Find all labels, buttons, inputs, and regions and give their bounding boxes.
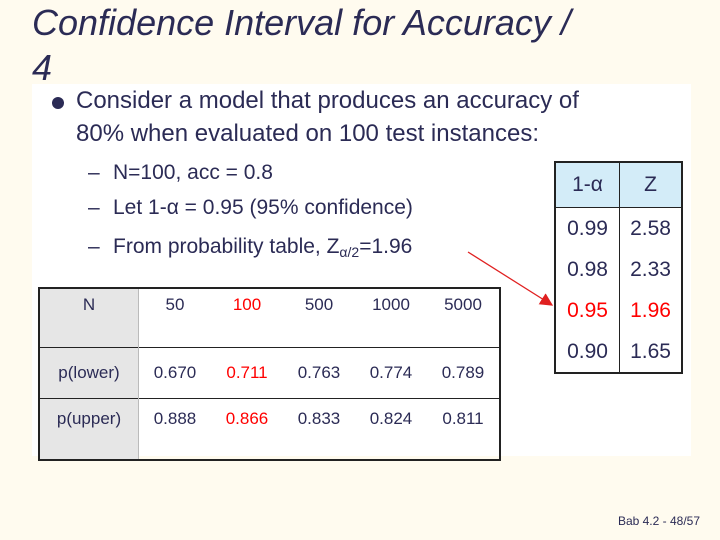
table-cell-highlight: 1.96 — [630, 298, 671, 322]
main-bullet-line-1: Consider a model that produces an accura… — [76, 87, 579, 114]
row-label-p-lower: p(lower) — [39, 347, 139, 399]
table-cell-highlight: 0.95 — [555, 290, 620, 331]
table-row: 0.95 1.96 — [555, 290, 682, 331]
table-cell-highlight: 100 — [232, 295, 262, 314]
dash-icon: – — [88, 235, 100, 258]
subpoint-1-text: N=100, acc = 0.8 — [113, 161, 273, 184]
table-cell-highlight: 0.711 — [211, 347, 283, 399]
table-cell: 0.99 — [555, 207, 620, 249]
table-cell: 1.65 — [630, 339, 671, 363]
slide-footer: Bab 4.2 - 48/57 — [617, 514, 700, 528]
main-bullet: Consider a model that produces an accura… — [76, 84, 686, 150]
bullet-dot-icon — [52, 97, 64, 109]
table-cell: 0.763 — [283, 347, 355, 399]
table-row: 0.98 2.33 — [555, 249, 682, 290]
table-cell: 0.888 — [138, 398, 211, 460]
dash-icon: – — [88, 161, 100, 184]
subpoint-3-subscript: α/2 — [339, 244, 360, 260]
table-cell: 5000 — [444, 295, 482, 314]
table-row: p(upper) 0.888 0.866 0.833 0.824 0.811 — [39, 398, 500, 460]
table-cell: 2.33 — [630, 257, 671, 281]
table-row: 0.90 1.65 — [555, 331, 682, 373]
row-label-n: N — [39, 288, 139, 348]
table-cell: 0.811 — [427, 398, 500, 460]
table-cell-highlight: 0.866 — [211, 398, 283, 460]
table-row: p(lower) 0.670 0.711 0.763 0.774 0.789 — [39, 347, 500, 399]
z-table: 1-α Z 0.99 2.58 0.98 2.33 0.95 1.96 0.90… — [554, 161, 683, 374]
subpoint-3: – From probability table, Zα/2=1.96 — [88, 234, 412, 265]
title-line-1: Confidence Interval for Accuracy / — [32, 2, 571, 43]
subpoint-2: – Let 1-α = 0.95 (95% confidence) — [88, 195, 413, 221]
table-cell: 0.98 — [555, 249, 620, 290]
n-table: N 50 100 500 1000 5000 p(lower) 0.670 0.… — [38, 287, 501, 461]
table-cell: 50 — [165, 295, 185, 314]
table-cell: 500 — [304, 295, 334, 314]
slide-title: Confidence Interval for Accuracy / 4 — [32, 0, 712, 90]
subpoint-2-text: Let 1-α = 0.95 (95% confidence) — [113, 196, 413, 219]
table-cell: 1000 — [372, 295, 410, 314]
table-cell: 0.824 — [355, 398, 427, 460]
table-cell: 2.58 — [630, 216, 671, 240]
z-table-header-alpha: 1-α — [555, 162, 620, 208]
table-cell: 0.789 — [427, 347, 500, 399]
subpoint-1: – N=100, acc = 0.8 — [88, 160, 273, 186]
table-row: 0.99 2.58 — [555, 207, 682, 249]
title-line-2: 4 — [32, 47, 53, 88]
table-row: 1-α Z — [555, 162, 682, 208]
main-bullet-line-2: 80% when evaluated on 100 test instances… — [76, 120, 539, 147]
table-cell: 0.774 — [355, 347, 427, 399]
dash-icon: – — [88, 196, 100, 219]
table-cell: 0.90 — [555, 331, 620, 373]
table-cell: 0.670 — [138, 347, 211, 399]
subpoint-3-prefix: From probability table, Z — [113, 235, 340, 258]
table-cell: 0.833 — [283, 398, 355, 460]
subpoint-3-suffix: =1.96 — [359, 235, 413, 258]
z-table-header-z: Z — [619, 162, 682, 208]
row-label-p-upper: p(upper) — [39, 398, 139, 460]
table-row: N 50 100 500 1000 5000 — [39, 288, 500, 348]
